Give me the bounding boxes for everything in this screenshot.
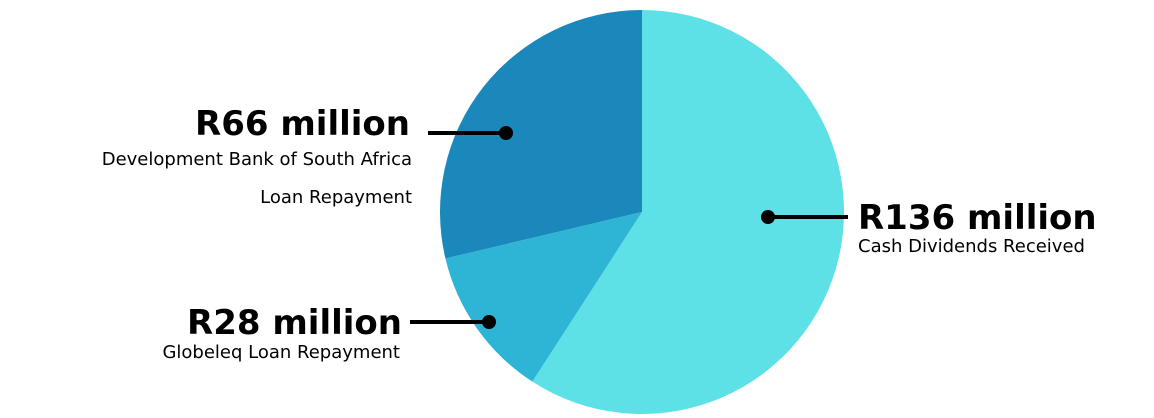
slice-dbsa [439, 10, 642, 259]
description-dbsa-line-1: Development Bank of South Africa [102, 149, 412, 170]
callout-cash-dividends: R136 million Cash Dividends Received [761, 198, 1097, 257]
description-dbsa-line-2: Loan Repayment [260, 187, 412, 208]
leader-dot-globeleq [482, 315, 496, 329]
leader-dot-cash-dividends [761, 210, 775, 224]
pie-slices [439, 10, 844, 414]
slice-globeleq [445, 212, 642, 382]
callout-dbsa: R66 million Development Bank of South Af… [102, 104, 513, 208]
slice-cash-dividends [532, 10, 844, 414]
description-globeleq: Globeleq Loan Repayment [162, 342, 400, 363]
value-label-globeleq: R28 million [187, 303, 402, 343]
value-label-cash-dividends: R136 million [858, 198, 1097, 238]
leader-dot-dbsa [499, 126, 513, 140]
value-label-dbsa: R66 million [195, 104, 410, 144]
description-cash-dividends: Cash Dividends Received [858, 236, 1085, 257]
callout-globeleq: R28 million Globeleq Loan Repayment [162, 303, 496, 363]
